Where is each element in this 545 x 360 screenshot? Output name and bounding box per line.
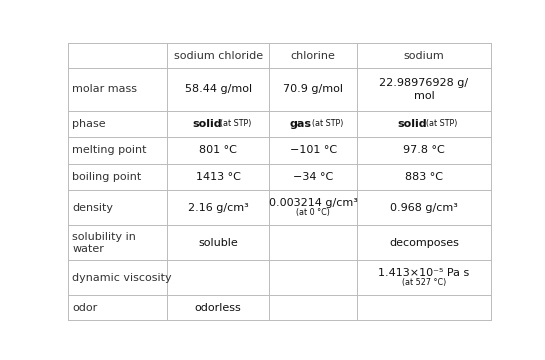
Text: (at 0 °C): (at 0 °C) <box>296 208 330 217</box>
Text: 70.9 g/mol: 70.9 g/mol <box>283 85 343 94</box>
Text: (at 527 °C): (at 527 °C) <box>402 278 446 287</box>
Text: gas: gas <box>290 119 312 129</box>
Text: solid: solid <box>192 119 221 129</box>
Text: melting point: melting point <box>72 145 147 156</box>
Text: −101 °C: −101 °C <box>289 145 337 156</box>
Text: 22.98976928 g/
mol: 22.98976928 g/ mol <box>379 78 469 101</box>
Text: 883 °C: 883 °C <box>405 172 443 182</box>
Text: (at STP): (at STP) <box>426 120 457 129</box>
Text: dynamic viscosity: dynamic viscosity <box>72 273 172 283</box>
Text: (at STP): (at STP) <box>312 120 343 129</box>
Text: boiling point: boiling point <box>72 172 142 182</box>
Text: 1413 °C: 1413 °C <box>196 172 240 182</box>
Text: solid: solid <box>398 119 427 129</box>
Text: 97.8 °C: 97.8 °C <box>403 145 445 156</box>
Text: 1.413×10⁻⁵ Pa s: 1.413×10⁻⁵ Pa s <box>378 268 470 278</box>
Text: sodium: sodium <box>404 51 444 61</box>
Text: molar mass: molar mass <box>72 85 137 94</box>
Text: solubility in
water: solubility in water <box>72 231 136 254</box>
Text: 0.968 g/cm³: 0.968 g/cm³ <box>390 203 458 213</box>
Text: phase: phase <box>72 119 106 129</box>
Text: odorless: odorless <box>195 303 241 313</box>
Text: odor: odor <box>72 303 98 313</box>
Text: 58.44 g/mol: 58.44 g/mol <box>185 85 252 94</box>
Text: 0.003214 g/cm³: 0.003214 g/cm³ <box>269 198 358 208</box>
Text: sodium chloride: sodium chloride <box>173 51 263 61</box>
Text: 801 °C: 801 °C <box>199 145 237 156</box>
Text: soluble: soluble <box>198 238 238 248</box>
Text: chlorine: chlorine <box>290 51 336 61</box>
Text: (at STP): (at STP) <box>220 120 251 129</box>
Text: −34 °C: −34 °C <box>293 172 333 182</box>
Text: density: density <box>72 203 113 213</box>
Text: decomposes: decomposes <box>389 238 459 248</box>
Text: 2.16 g/cm³: 2.16 g/cm³ <box>187 203 249 213</box>
